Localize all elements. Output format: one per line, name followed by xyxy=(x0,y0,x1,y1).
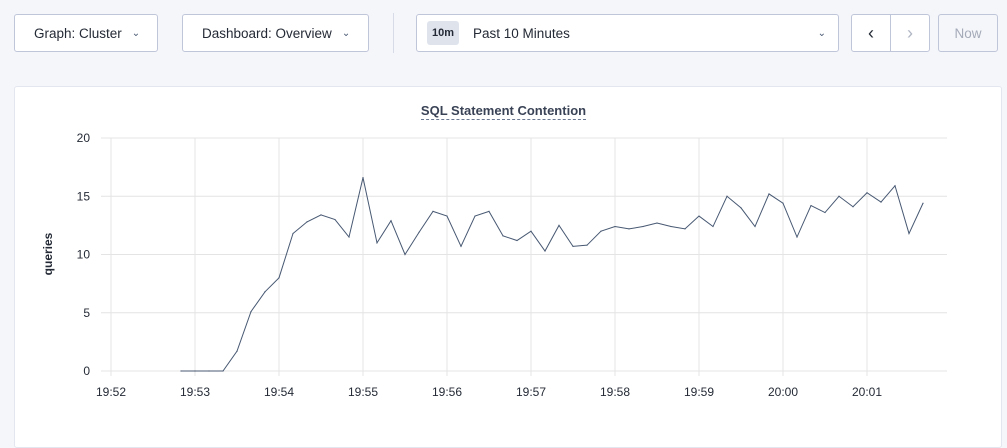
graph-select[interactable]: Graph: Cluster ⌄ xyxy=(14,14,158,52)
data-point xyxy=(656,222,658,224)
now-button[interactable]: Now xyxy=(938,14,998,52)
data-point xyxy=(460,245,462,247)
data-point xyxy=(418,231,420,233)
data-point xyxy=(222,370,224,372)
data-point xyxy=(250,310,252,313)
chart-title-wrap: SQL Statement Contention xyxy=(0,103,1007,120)
x-tick-label: 20:01 xyxy=(852,385,882,399)
y-tick-label: 20 xyxy=(77,131,91,145)
data-point xyxy=(558,224,560,226)
x-tick-label: 19:59 xyxy=(684,385,714,399)
time-nav: ‹ › xyxy=(851,14,930,52)
data-point xyxy=(390,220,392,222)
data-point xyxy=(782,202,784,204)
data-point xyxy=(586,244,588,246)
data-point xyxy=(754,225,756,228)
chevron-down-icon: ⌄ xyxy=(341,27,351,39)
data-point xyxy=(194,370,196,372)
data-point xyxy=(824,211,826,214)
data-point xyxy=(880,201,882,203)
data-point xyxy=(670,225,672,228)
chart-title[interactable]: SQL Statement Contention xyxy=(420,103,587,120)
data-point xyxy=(712,225,714,228)
data-point xyxy=(740,207,742,209)
x-tick-label: 19:58 xyxy=(600,385,630,399)
data-point xyxy=(376,242,378,244)
data-point xyxy=(292,232,294,235)
data-point xyxy=(572,245,574,247)
data-point xyxy=(474,215,476,217)
x-tick-label: 20:00 xyxy=(768,385,798,399)
data-point xyxy=(810,204,812,207)
data-point xyxy=(698,215,700,217)
data-point xyxy=(516,239,518,242)
data-point xyxy=(894,185,896,187)
x-tick-label: 19:57 xyxy=(516,385,546,399)
time-range-badge: 10m xyxy=(427,21,460,45)
time-range-select[interactable]: 10m Past 10 Minutes ⌄ xyxy=(416,14,839,52)
y-tick-label: 0 xyxy=(83,364,90,378)
data-point xyxy=(278,277,280,279)
data-point xyxy=(922,202,924,204)
data-point xyxy=(544,250,546,252)
data-point xyxy=(208,370,210,372)
x-tick-label: 19:53 xyxy=(180,385,210,399)
data-point xyxy=(236,350,238,352)
data-point xyxy=(628,228,630,230)
data-point xyxy=(852,206,854,208)
data-point xyxy=(614,225,616,228)
data-point xyxy=(600,230,602,232)
data-point xyxy=(796,236,798,238)
data-point xyxy=(264,291,266,293)
x-tick-label: 19:55 xyxy=(348,385,378,399)
y-tick-label: 5 xyxy=(83,306,90,320)
y-tick-label: 10 xyxy=(77,248,91,262)
data-point xyxy=(866,192,868,194)
data-point xyxy=(908,232,910,235)
data-point xyxy=(446,215,448,217)
data-point xyxy=(180,370,182,372)
y-axis-label: queries xyxy=(41,232,55,275)
data-point xyxy=(502,235,504,237)
line-chart: 0 5 10 15 20 19:52 19:53 19:54 19:55 19:56 19:57 19… xyxy=(41,131,947,399)
chevron-right-icon[interactable]: › xyxy=(890,15,929,51)
toolbar-divider xyxy=(393,13,394,53)
chevron-down-icon: ⌄ xyxy=(817,27,826,39)
data-point xyxy=(838,195,840,197)
data-point xyxy=(642,225,644,228)
dashboard-select[interactable]: Dashboard: Overview ⌄ xyxy=(182,14,369,52)
data-point xyxy=(334,218,336,221)
dashboard-select-label: Dashboard: Overview xyxy=(202,25,332,41)
data-point xyxy=(348,236,350,238)
data-point xyxy=(726,195,728,197)
data-point xyxy=(768,193,770,195)
series-line xyxy=(181,177,924,372)
graph-select-label: Graph: Cluster xyxy=(34,25,122,41)
chevron-left-icon[interactable]: ‹ xyxy=(868,22,874,43)
data-point xyxy=(320,214,322,216)
data-point xyxy=(530,230,532,232)
chevron-down-icon: ⌄ xyxy=(131,27,141,39)
data-point xyxy=(684,228,686,230)
y-tick-label: 15 xyxy=(77,189,91,203)
data-point xyxy=(488,210,490,212)
data-points xyxy=(180,177,924,372)
data-point xyxy=(404,253,406,256)
x-tick-label: 19:54 xyxy=(264,385,294,399)
time-range-label: Past 10 Minutes xyxy=(473,25,570,41)
data-point xyxy=(306,221,308,223)
data-point xyxy=(432,210,434,212)
data-point xyxy=(362,177,364,179)
chart-panel xyxy=(14,86,1002,448)
x-tick-label: 19:52 xyxy=(96,385,126,399)
x-tick-label: 19:56 xyxy=(432,385,462,399)
